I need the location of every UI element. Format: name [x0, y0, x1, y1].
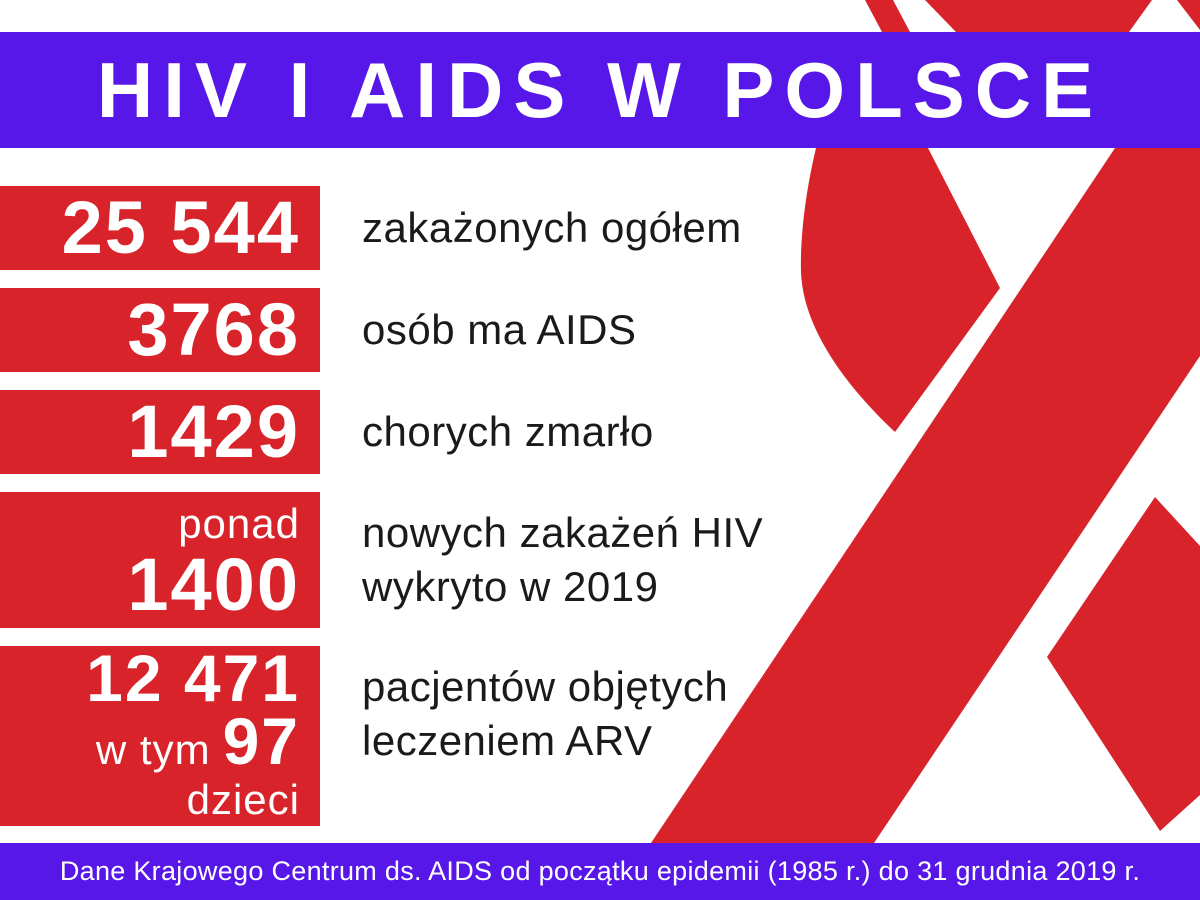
stat-value-aids-cases: 3768 — [127, 288, 300, 371]
stat-value-arv-patients: 12 471 — [86, 641, 300, 715]
stat-label-text: osób ma AIDS — [362, 306, 637, 353]
header-banner: HIV I AIDS W POLSCE — [0, 32, 1200, 148]
stat-box-aids-cases: 3768 — [0, 288, 320, 372]
stat-label-line1: pacjentów objętych — [362, 663, 729, 710]
stat-box-deaths: 1429 — [0, 390, 320, 474]
page-title: HIV I AIDS W POLSCE — [96, 46, 1104, 134]
stat-box-new-infections-2019: ponad 1400 — [0, 492, 320, 628]
stat-subprefix-w-tym: w tym — [95, 726, 211, 773]
stat-value-total-infections: 25 544 — [61, 186, 300, 269]
stat-label-line2: wykryto w 2019 — [362, 563, 659, 610]
footer-source-banner: Dane Krajowego Centrum ds. AIDS od począ… — [0, 843, 1200, 900]
stat-subvalue-children-count: 97 — [222, 704, 300, 778]
stat-label-line2: leczeniem ARV — [362, 717, 653, 764]
ribbon-cross-band — [651, 148, 1200, 843]
ribbon-loop-left-teardrop — [800, 148, 1000, 432]
ribbon-loop-top-dome — [925, 0, 1152, 32]
stat-prefix-ponad: ponad — [178, 500, 300, 547]
stat-label-new-infections: nowych zakażeń HIV wykryto w 2019 — [362, 492, 763, 628]
stat-label-total-infections: zakażonych ogółem — [362, 186, 742, 270]
ribbon-top-right-corner — [1177, 0, 1200, 30]
stat-value-new-infections: 1400 — [127, 543, 300, 626]
stat-label-aids-cases: osób ma AIDS — [362, 288, 636, 372]
ribbon-right-tail-diamond — [1047, 497, 1200, 831]
stat-label-deaths: chorych zmarło — [362, 390, 654, 474]
ribbon-loop-top-sliver — [865, 0, 910, 32]
stat-value-deaths: 1429 — [127, 390, 300, 473]
stat-label-text: zakażonych ogółem — [362, 204, 742, 251]
stat-label-line1: nowych zakażeń HIV — [362, 509, 764, 556]
stat-subsuffix-dzieci: dzieci — [186, 776, 300, 823]
stat-label-text: chorych zmarło — [362, 408, 654, 455]
stat-label-arv-patients: pacjentów objętych leczeniem ARV — [362, 646, 728, 826]
data-source-text: Dane Krajowego Centrum ds. AIDS od począ… — [59, 856, 1141, 886]
stat-subrow-children: w tym 97 — [95, 704, 300, 778]
stat-box-arv-patients: 12 471 w tym 97 dzieci — [0, 641, 320, 826]
stat-box-total-infections: 25 544 — [0, 186, 320, 270]
